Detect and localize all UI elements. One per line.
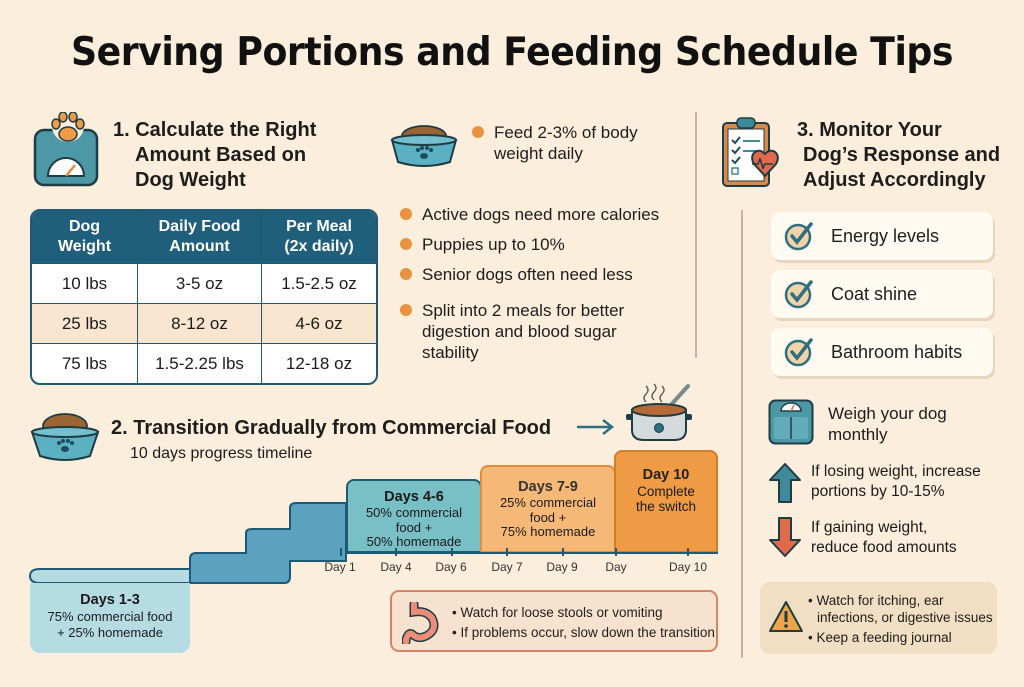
stage-days-1-3: Days 1-3 75% commercial food + 25% homem…: [30, 583, 190, 653]
warning-icon: [769, 601, 803, 632]
stage-days-4-6: Days 4-6 50% commercial food + 50% homem…: [346, 479, 482, 553]
list-item: Split into 2 meals for better digestion a…: [400, 300, 659, 363]
divider: [741, 210, 743, 658]
section3-heading: 3. Monitor Your Dog’s Response and Adjus…: [797, 119, 1001, 191]
section2-heading: 2. Transition Gradually from Commercial …: [111, 417, 552, 439]
divider: [695, 112, 697, 358]
timeline-axis: [346, 552, 718, 554]
tick-label: Day 9: [546, 560, 578, 574]
header-dog-weight: Dog Weight: [57, 218, 112, 255]
table-row: 75 lbs 1.5-2.25 lbs 12-18 oz: [32, 343, 376, 383]
warning-box: • Watch for itching, ear infections, or …: [760, 582, 997, 654]
header-per-meal: Per Meal (2x daily): [261, 211, 376, 263]
slow-cooker-icon: [624, 382, 696, 449]
check-item-coat: Coat shine: [771, 270, 993, 318]
check-item-bathroom: Bathroom habits: [771, 328, 993, 376]
increase-text: If losing weight, increase portions by 10…: [811, 463, 981, 500]
transition-note-box: • Watch for loose stools or vomiting • I…: [390, 590, 718, 652]
tick-label: Day 7: [491, 560, 523, 574]
arrow-right-icon: [575, 418, 615, 441]
arrow-up-icon: [768, 462, 802, 509]
paw-scale-icon: [32, 110, 104, 188]
table-header-row: Dog Weight Daily Food Amount Per Meal (2x d…: [32, 211, 376, 263]
food-bowl-icon: [28, 410, 102, 467]
food-bowl-icon: [386, 122, 462, 170]
tip-main: Feed 2-3% of body weight daily: [472, 122, 638, 164]
timeline-steps: [28, 502, 347, 584]
check-circle-icon: [784, 338, 813, 367]
check-item-energy: Energy levels: [771, 212, 993, 260]
scale-icon: [768, 399, 814, 450]
list-item: Senior dogs often need less: [400, 264, 659, 300]
stage-day-10: Day 10 Complete the switch: [614, 450, 718, 553]
check-circle-icon: [784, 222, 813, 251]
tick-label: Day: [605, 560, 627, 574]
table-row: 10 lbs 3-5 oz 1.5-2.5 oz: [32, 263, 376, 303]
section2-subheading: 10 days progress timeline: [130, 445, 313, 462]
check-circle-icon: [784, 280, 813, 309]
stomach-icon: [402, 602, 439, 644]
arrow-down-icon: [768, 516, 802, 563]
section1-heading: 1. Calculate the Right Amount Based on D…: [113, 119, 317, 191]
portion-table: Dog Weight Daily Food Amount Per Meal (2x d…: [30, 209, 378, 385]
header-daily-food: Daily Food Amount: [137, 211, 261, 263]
transition-timeline: Days 1-3 75% commercial food + 25% homem…: [28, 450, 728, 665]
bullet-dot: [472, 126, 484, 138]
table-row: 25 lbs 8-12 oz 4-6 oz: [32, 303, 376, 343]
tick-label: Day 1: [324, 560, 356, 574]
tips-list: Active dogs need more calories Puppies u…: [400, 204, 659, 363]
page-title: Serving Portions and Feeding Schedule Ti…: [70, 30, 954, 75]
stage-days-7-9: Days 7-9 25% commercial food + 75% homem…: [480, 465, 616, 553]
warning-item: • Watch for itching, ear: [808, 593, 944, 608]
weigh-text: Weigh your dog monthly: [828, 404, 947, 444]
list-item: Puppies up to 10%: [400, 234, 659, 264]
note-item: • Watch for loose stools or vomiting: [452, 605, 663, 620]
warning-item: • Keep a feeding journal: [808, 630, 952, 645]
tick-label: Day 10: [668, 560, 708, 574]
reduce-text: If gaining weight, reduce food amounts: [811, 519, 957, 556]
note-item: • If problems occur, slow down the trans…: [452, 625, 715, 640]
list-item: Active dogs need more calories: [400, 204, 659, 234]
tick-label: Day 4: [380, 560, 412, 574]
clipboard-heart-icon: [720, 114, 786, 190]
tick-label: Day 6: [435, 560, 467, 574]
